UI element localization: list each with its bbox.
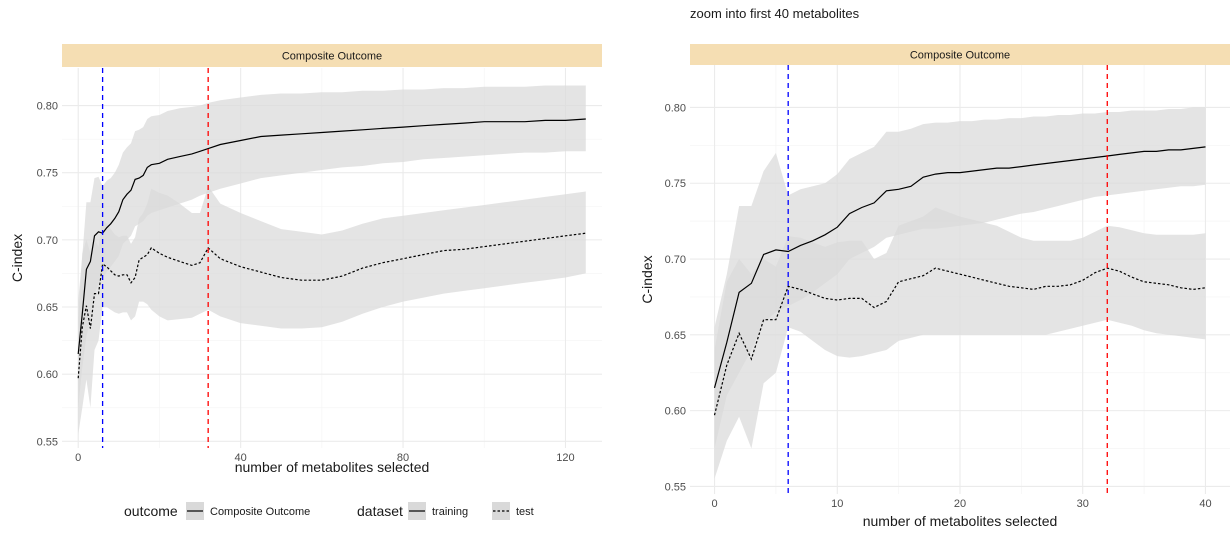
y-tick-label: 0.65 (665, 330, 686, 342)
facet-strip (690, 44, 1230, 65)
series-line-training (77, 118, 586, 355)
y-tick-label: 0.55 (37, 436, 58, 448)
y-tick-label: 0.55 (665, 481, 686, 493)
x-tick-label: 40 (235, 452, 247, 464)
x-tick-label: 10 (831, 498, 843, 510)
y-tick-label: 0.80 (665, 102, 686, 114)
legend-label-training: training (432, 506, 468, 518)
y-axis-title: C-index (639, 255, 655, 303)
confidence-band-training (78, 85, 586, 408)
x-axis-title: number of metabolites selected (235, 459, 430, 475)
legend-key-background (492, 502, 510, 520)
series-line-training (713, 146, 1206, 389)
legend: outcome Composite Outcome dataset training t… (124, 502, 534, 520)
x-tick-label: 80 (397, 452, 409, 464)
y-tick-label: 0.60 (37, 369, 58, 381)
y-tick-label: 0.75 (665, 178, 686, 190)
y-axis-title: C-index (9, 234, 25, 282)
y-tick-label: 0.75 (37, 168, 58, 180)
facet-strip-label: Composite Outcome (910, 50, 1010, 62)
x-tick-label: 120 (556, 452, 574, 464)
legend-key-composite-outcome (186, 502, 204, 520)
series-line-test (77, 232, 586, 379)
legend-key-test (492, 502, 510, 520)
x-axis-title: number of metabolites selected (863, 513, 1058, 529)
chart-panel-1: Composite Outcome 0 40 80 120 0.55 0.60 0.65 0.7… (9, 44, 602, 475)
x-tick-label: 0 (75, 452, 81, 464)
y-tick-label: 0.70 (37, 235, 58, 247)
x-tick-label: 20 (954, 498, 966, 510)
y-tick-label: 0.65 (37, 302, 58, 314)
y-tick-label: 0.80 (37, 101, 58, 113)
legend-title-dataset: dataset (357, 503, 403, 519)
legend-label-composite-outcome: Composite Outcome (210, 506, 310, 518)
confidence-band-training (714, 107, 1206, 449)
legend-title-outcome: outcome (124, 503, 178, 519)
plot-title: zoom into first 40 metabolites (690, 6, 860, 21)
legend-key-training (408, 502, 426, 520)
facet-strip-label: Composite Outcome (282, 51, 382, 63)
chart-panel-2: zoom into first 40 metabolites Composite … (639, 6, 1230, 529)
confidence-band-test (714, 207, 1206, 479)
series-line-test (713, 267, 1206, 416)
y-tick-label: 0.60 (665, 406, 686, 418)
x-tick-label: 40 (1199, 498, 1211, 510)
legend-label-test: test (516, 506, 534, 518)
x-tick-label: 30 (1077, 498, 1089, 510)
facet-strip (62, 44, 602, 67)
y-tick-label: 0.70 (665, 254, 686, 266)
x-tick-label: 0 (711, 498, 717, 510)
confidence-band-test (78, 186, 586, 435)
